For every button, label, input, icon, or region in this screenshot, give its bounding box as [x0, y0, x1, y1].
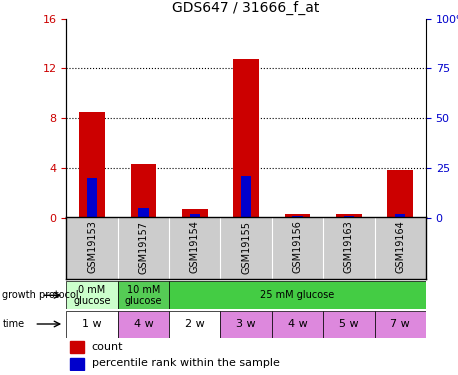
Bar — [87, 178, 97, 218]
Bar — [375, 310, 426, 338]
Text: 10 mM
glucose: 10 mM glucose — [125, 285, 162, 306]
Bar — [292, 216, 303, 217]
Text: GSM19155: GSM19155 — [241, 220, 251, 274]
Text: GSM19153: GSM19153 — [87, 220, 97, 273]
Bar — [70, 341, 84, 352]
Bar — [323, 310, 375, 338]
Bar — [182, 209, 207, 218]
Text: percentile rank within the sample: percentile rank within the sample — [92, 358, 279, 369]
Bar — [241, 176, 251, 218]
Text: 7 w: 7 w — [390, 319, 410, 329]
Text: time: time — [2, 319, 24, 329]
Text: 0 mM
glucose: 0 mM glucose — [73, 285, 111, 306]
Text: 2 w: 2 w — [185, 319, 205, 329]
Bar — [169, 281, 426, 309]
Bar — [220, 310, 272, 338]
Bar — [272, 310, 323, 338]
Bar — [131, 164, 156, 218]
Bar — [387, 170, 413, 217]
Text: GSM19164: GSM19164 — [395, 220, 405, 273]
Text: GSM19156: GSM19156 — [293, 220, 303, 273]
Text: 5 w: 5 w — [339, 319, 359, 329]
Bar — [190, 213, 200, 217]
Text: count: count — [92, 342, 123, 352]
Text: 4 w: 4 w — [134, 319, 153, 329]
Bar — [138, 208, 148, 218]
Title: GDS647 / 31666_f_at: GDS647 / 31666_f_at — [173, 1, 320, 15]
Bar — [66, 310, 118, 338]
Text: GSM19157: GSM19157 — [138, 220, 148, 274]
Text: 3 w: 3 w — [236, 319, 256, 329]
Bar — [169, 310, 220, 338]
Bar — [395, 213, 405, 217]
Bar — [66, 281, 118, 309]
Bar — [70, 358, 84, 370]
Bar — [344, 216, 354, 217]
Text: 4 w: 4 w — [288, 319, 307, 329]
Bar — [233, 58, 259, 217]
Bar — [336, 214, 362, 217]
Text: GSM19154: GSM19154 — [190, 220, 200, 273]
Text: GSM19163: GSM19163 — [344, 220, 354, 273]
Bar — [285, 214, 311, 217]
Bar — [79, 112, 105, 218]
Text: 25 mM glucose: 25 mM glucose — [261, 290, 335, 300]
Text: growth protocol: growth protocol — [2, 290, 79, 300]
Bar — [118, 281, 169, 309]
Bar — [118, 310, 169, 338]
Text: 1 w: 1 w — [82, 319, 102, 329]
